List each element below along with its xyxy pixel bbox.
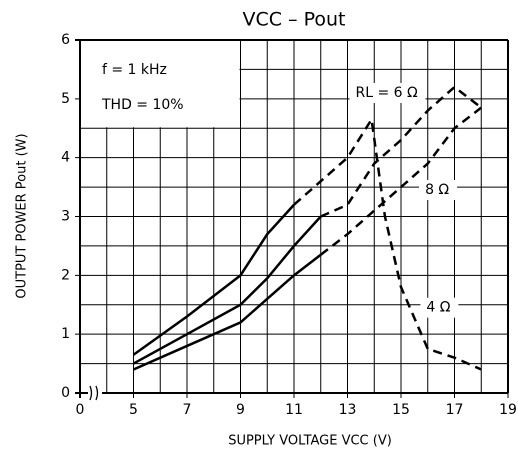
- annotation: f = 1 kHz: [102, 62, 167, 78]
- series-line-solid: [132, 203, 295, 356]
- x-tick-label: 17: [446, 402, 464, 418]
- x-axis-label: SUPPLY VOLTAGE VCC (V): [228, 434, 392, 449]
- y-tick-label: 5: [61, 91, 70, 107]
- series-label: 8 Ω: [425, 182, 449, 198]
- axis-break: [88, 387, 102, 399]
- series-label: RL = 6 Ω: [356, 85, 419, 101]
- series-label: 4 Ω: [426, 300, 450, 316]
- x-tick-label: 13: [339, 402, 357, 418]
- axis-break: [89, 385, 99, 401]
- y-tick-label: 3: [61, 209, 70, 225]
- y-tick-label: 6: [61, 32, 70, 48]
- y-tick-label: 4: [61, 150, 70, 166]
- y-tick-label: 1: [61, 326, 70, 342]
- series-line-solid: [132, 253, 322, 371]
- annotation: THD = 10%: [101, 97, 184, 113]
- y-tick-label: 0: [61, 385, 70, 401]
- x-tick-label: 19: [499, 402, 517, 418]
- series-line-dashed: [293, 115, 482, 371]
- series-line-dashed: [319, 106, 483, 256]
- series-label-bg: [349, 82, 426, 103]
- annotation-box: [81, 41, 240, 128]
- series-label-bg: [420, 297, 459, 318]
- x-tick-label: 7: [183, 402, 192, 418]
- chart-title: VCC – Pout: [242, 9, 345, 31]
- y-axis-label: OUTPUT POWER Pout (W): [15, 133, 30, 298]
- x-tick-label: 15: [392, 402, 410, 418]
- x-tick-label: 0: [76, 402, 85, 418]
- x-tick-label: 9: [236, 402, 245, 418]
- y-tick-label: 2: [61, 267, 70, 283]
- x-tick-label: 5: [129, 402, 138, 418]
- x-tick-label: 11: [285, 402, 303, 418]
- series-label-bg: [419, 180, 458, 201]
- series-line-dashed: [320, 85, 483, 218]
- series-line-solid: [132, 215, 322, 365]
